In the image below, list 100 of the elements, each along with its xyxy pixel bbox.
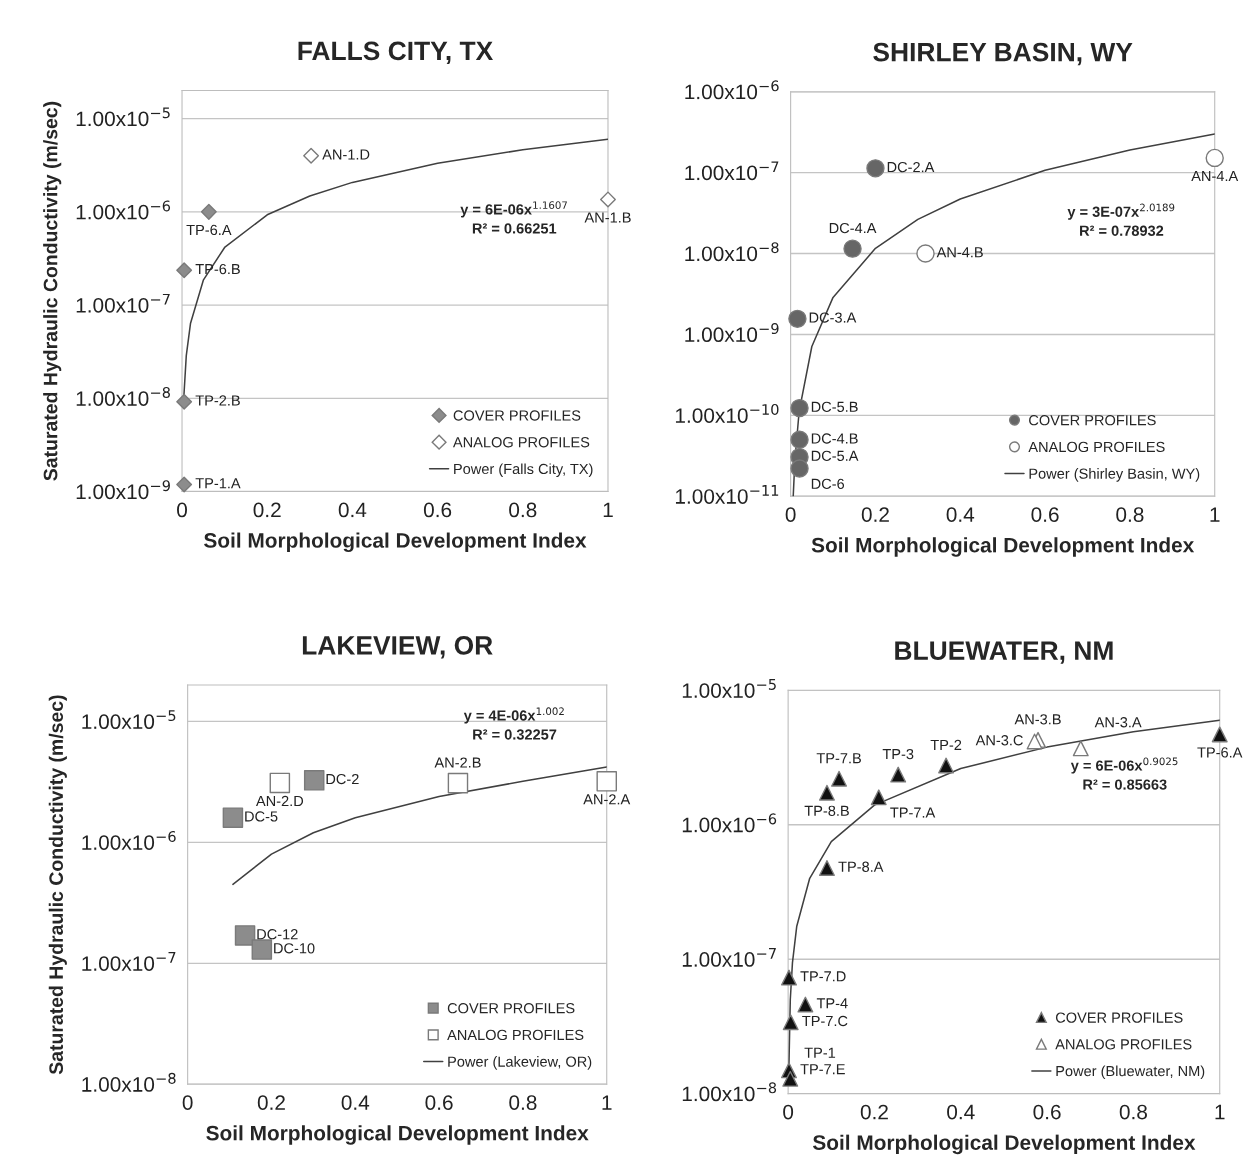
point [447,772,469,794]
x-axis-title: Soil Morphological Development Index [812,1134,1196,1155]
point [788,309,807,329]
annotation: TP-7.E [800,1064,845,1075]
y-tick-label: 1.00x10$^{−5}$ [682,679,776,698]
annotation: DC-10 [274,943,315,954]
legend-label: ANALOG PROFILES [447,1029,584,1041]
x-tick-label: 0.2 [257,1095,285,1110]
x-axis-title: Soil Morphological Development Index [811,537,1195,557]
x-axis-title: Soil Morphological Development Index [204,532,587,553]
legend-label: COVER PROFILES [1055,1012,1183,1023]
point [1026,733,1043,750]
chart-title: LAKEVIEW, OR [302,636,493,659]
legend-label: ANALOG PROFILES [452,437,590,448]
point [916,244,935,263]
y-tick-label: 1.00x10$^{−6}$ [685,80,779,100]
legend-label: Power (Lakeview, OR) [448,1056,592,1070]
chart-title: SHIRLEY BASIN, WY [873,42,1133,66]
x-tick-label: 0.8 [1116,507,1144,522]
annotation: TP-3 [882,748,914,760]
y-tick-label: 1.00x10$^{−6}$ [682,813,777,833]
annotation: AN-2.D [255,795,304,807]
legend-label: ANALOG PROFILES [1055,1039,1192,1050]
x-tick-label: 1 [602,1095,612,1110]
point [781,969,797,986]
point [200,203,217,220]
y-tick-label: 1.00x10$^{−7}$ [76,293,170,313]
y-tick-label: 1.00x10$^{−9}$ [76,480,170,500]
annotation: AN-1.D [322,149,370,160]
y-tick-label: 1.00x10$^{−6}$ [82,830,176,850]
x-tick-label: 0.8 [509,1095,537,1110]
point [1211,726,1228,743]
legend-label: COVER PROFILES [1029,415,1156,426]
chart-title: FALLS CITY, TX [298,41,493,65]
x-tick-label: 0 [785,507,796,522]
legend-label: COVER PROFILES [453,410,581,421]
x-tick-label: 1 [1215,1104,1225,1120]
point [797,996,814,1013]
annotation: TP-7.D [800,971,846,982]
annotation: TP-1 [804,1047,836,1058]
x-tick-label: 0.8 [1119,1104,1147,1120]
y-axis-title: Saturated Hydraulic Conductivity (m/sec) [48,695,67,1075]
annotation: y = 4E-06x$^{1.002}$ [463,707,564,724]
annotation: DC-5.B [811,401,858,412]
point [843,239,862,258]
point [790,430,809,449]
y-tick-label: 1.00x10$^{−5}$ [82,710,176,730]
legend-label: Power (Shirley Basin, WY) [1029,468,1200,482]
point [790,459,809,478]
annotation: TP-6.A [186,224,232,236]
point [303,770,325,791]
x-tick-label: 0.4 [947,1104,975,1120]
x-tick-label: 0.6 [1033,1104,1061,1120]
x-tick-label: 1 [1210,507,1220,522]
x-tick-label: 1 [603,502,613,518]
annotation: TP-7.A [890,807,936,818]
annotation: TP-2 [930,739,962,750]
x-tick-label: 0.8 [509,502,537,518]
y-tick-label: 1.00x10$^{−6}$ [76,200,171,220]
annotation: DC-12 [257,929,298,940]
y-tick-label: 1.00x10$^{−8}$ [76,386,170,406]
annotation: AN-1.B [584,212,631,223]
point [818,860,835,876]
annotation: AN-3.C [975,735,1023,746]
point [176,393,193,410]
annotation: TP-8.B [804,805,849,816]
annotation: TP-7.C [802,1015,848,1027]
y-tick-label: 1.00x10$^{−8}$ [682,1082,777,1102]
point [1205,148,1224,168]
legend-label: Power (Bluewater, NM) [1056,1065,1205,1080]
y-tick-label: 1.00x10$^{−7}$ [82,952,176,971]
x-tick-label: 0.6 [1031,507,1059,522]
annotation: R² = 0.32257 [473,729,557,740]
annotation: DC-4.B [811,433,858,444]
annotation: TP-8.A [838,861,884,872]
point [176,262,193,279]
annotation: DC-5.A [811,450,859,461]
annotation: AN-3.A [1094,717,1142,728]
x-tick-label: 0 [783,1104,794,1120]
point [782,1014,799,1031]
annotation: y = 6E-06x$^{0.9025}$ [1070,757,1178,774]
annotation: AN-3.B [1014,714,1061,725]
annotation: DC-6 [811,478,845,489]
annotation: TP-6.A [1197,747,1243,758]
y-tick-label: 1.00x10$^{−8}$ [82,1072,176,1092]
y-tick-label: 1.00x10$^{−5}$ [76,107,170,127]
legend-label: COVER PROFILES [447,1003,575,1014]
legend-label: Power (Falls City, TX) [454,463,593,477]
annotation: R² = 0.66251 [472,223,557,234]
point [596,771,618,792]
y-axis-title: Saturated Hydraulic Conductivity (m/sec) [43,101,62,481]
point [790,398,809,418]
x-tick-label: 0.2 [253,502,281,518]
point [269,772,291,794]
x-tick-label: 0.4 [338,502,367,518]
annotation: R² = 0.78932 [1080,225,1164,236]
chart-title: BLUEWATER, NM [895,641,1113,664]
point [866,159,885,178]
point [870,789,887,806]
y-tick-label: 1.00x10$^{−11}$ [675,485,779,504]
